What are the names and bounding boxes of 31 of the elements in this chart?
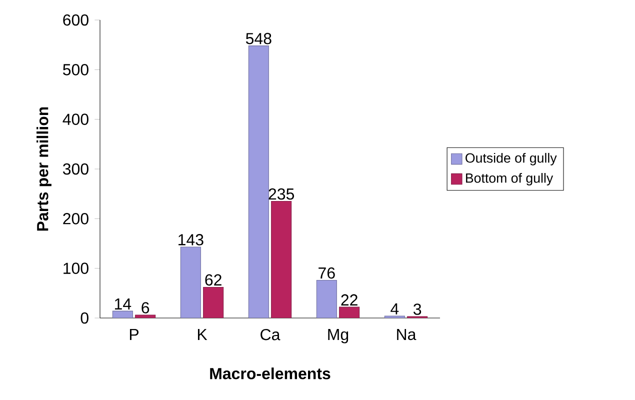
bar	[180, 246, 201, 318]
x-tick-label: Na	[397, 328, 416, 340]
x-tick-label: Ca	[260, 328, 280, 340]
y-tick-label: 500	[63, 64, 88, 76]
data-label: 235	[268, 188, 294, 200]
data-label: 4	[390, 303, 399, 314]
bar	[248, 46, 269, 318]
legend-label: Outside of gully	[466, 152, 557, 166]
bar	[271, 201, 292, 318]
x-tick-label: Mg	[328, 328, 348, 344]
data-label: 76	[318, 267, 335, 279]
y-tick-label: 0	[80, 312, 88, 324]
data-label: 3	[413, 304, 422, 315]
y-tick-label: 200	[63, 213, 88, 224]
data-label: 143	[178, 234, 204, 246]
data-label: 548	[246, 32, 272, 44]
data-label: 62	[205, 274, 222, 286]
x-axis-title: Macro-elements	[210, 368, 330, 380]
y-axis-title: Parts per million	[36, 107, 52, 231]
bar	[316, 280, 337, 318]
data-label: 14	[114, 298, 132, 310]
data-label: 6	[142, 302, 150, 314]
x-tick-label: K	[198, 328, 208, 340]
y-tick-label: 300	[62, 163, 88, 175]
y-tick-label: 600	[63, 14, 88, 26]
y-tick-label: 400	[62, 114, 88, 125]
x-tick-label: P	[130, 328, 138, 340]
bar	[203, 286, 224, 318]
data-label: 22	[341, 294, 358, 306]
legend-label: Bottom of gully	[466, 173, 554, 186]
y-tick-label: 100	[64, 262, 88, 274]
